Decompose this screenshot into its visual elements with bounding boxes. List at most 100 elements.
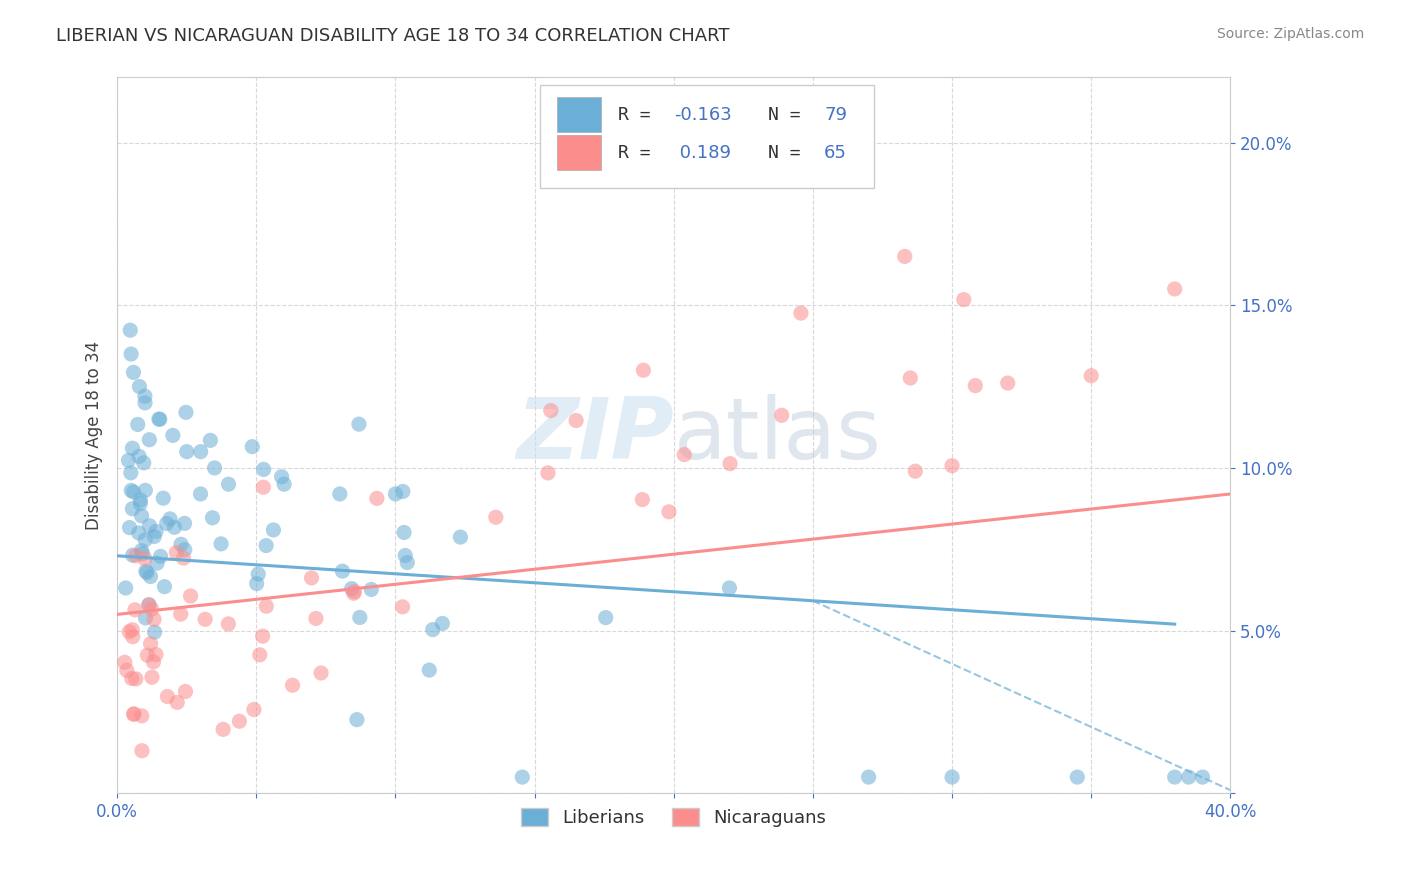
Point [217, 616, 239, 631]
Text: R =: R = [619, 144, 662, 161]
Point [432, 616, 454, 631]
Point [240, 440, 263, 454]
Point [1066, 770, 1088, 784]
Point [418, 663, 440, 677]
Point [305, 611, 328, 625]
Point [145, 524, 167, 539]
Point [173, 542, 195, 557]
Point [124, 549, 146, 563]
Point [201, 510, 224, 524]
Point [142, 655, 165, 669]
Point [114, 655, 136, 669]
Point [384, 487, 406, 501]
Point [965, 378, 987, 392]
Point [134, 533, 156, 547]
Point [173, 516, 195, 531]
Point [228, 714, 250, 729]
Point [218, 477, 240, 491]
Point [565, 413, 588, 427]
FancyBboxPatch shape [557, 136, 602, 169]
Point [485, 510, 508, 524]
Point [117, 453, 139, 467]
Point [997, 376, 1019, 390]
Point [170, 607, 193, 621]
Point [898, 371, 921, 385]
Point [121, 442, 143, 456]
Text: 0.189: 0.189 [673, 144, 731, 161]
Point [134, 483, 156, 498]
Point [209, 537, 232, 551]
Point [360, 582, 382, 597]
Point [366, 491, 388, 506]
Point [134, 389, 156, 403]
Text: 65: 65 [824, 144, 846, 161]
Point [129, 493, 152, 508]
Point [163, 520, 186, 534]
Point [790, 306, 813, 320]
Point [129, 497, 152, 511]
Point [340, 582, 363, 596]
Point [190, 487, 212, 501]
Point [121, 630, 143, 644]
Point [165, 545, 187, 559]
Point [252, 629, 274, 643]
Point [718, 581, 741, 595]
Point [658, 505, 681, 519]
Point [131, 543, 153, 558]
Point [174, 405, 197, 419]
Point [122, 366, 145, 380]
Point [149, 549, 172, 564]
Point [631, 492, 654, 507]
Text: Source: ZipAtlas.com: Source: ZipAtlas.com [1216, 27, 1364, 41]
Point [136, 566, 159, 580]
Point [120, 483, 142, 498]
Point [173, 551, 195, 566]
Point [254, 539, 277, 553]
Point [138, 433, 160, 447]
Point [1163, 282, 1185, 296]
Point [159, 512, 181, 526]
Point [347, 417, 370, 431]
Point [121, 501, 143, 516]
Point [148, 412, 170, 426]
Text: ZIP: ZIP [516, 394, 673, 477]
Point [309, 665, 332, 680]
Point [139, 637, 162, 651]
Point [127, 417, 149, 432]
FancyBboxPatch shape [557, 97, 602, 132]
Point [162, 428, 184, 442]
Point [247, 567, 270, 582]
Point [254, 599, 277, 614]
Point [132, 456, 155, 470]
Point [349, 610, 371, 624]
Point [114, 581, 136, 595]
Point [138, 518, 160, 533]
Point [176, 444, 198, 458]
Point [138, 598, 160, 612]
Point [166, 695, 188, 709]
Point [143, 625, 166, 640]
Point [893, 249, 915, 263]
Point [391, 599, 413, 614]
Point [115, 663, 138, 677]
Point [270, 469, 292, 483]
Point [1191, 770, 1213, 784]
Point [329, 487, 352, 501]
Point [122, 706, 145, 721]
Point [120, 323, 142, 337]
Point [204, 461, 226, 475]
Point [343, 584, 366, 599]
Point [131, 508, 153, 523]
Point [1163, 770, 1185, 784]
Point [770, 409, 793, 423]
Point [134, 551, 156, 566]
Point [149, 412, 172, 426]
Point [180, 589, 202, 603]
Point [156, 690, 179, 704]
Text: 79: 79 [824, 105, 846, 124]
Text: N =: N = [769, 144, 811, 161]
Point [170, 537, 193, 551]
Point [633, 363, 655, 377]
Point [510, 770, 533, 784]
Point [396, 556, 419, 570]
